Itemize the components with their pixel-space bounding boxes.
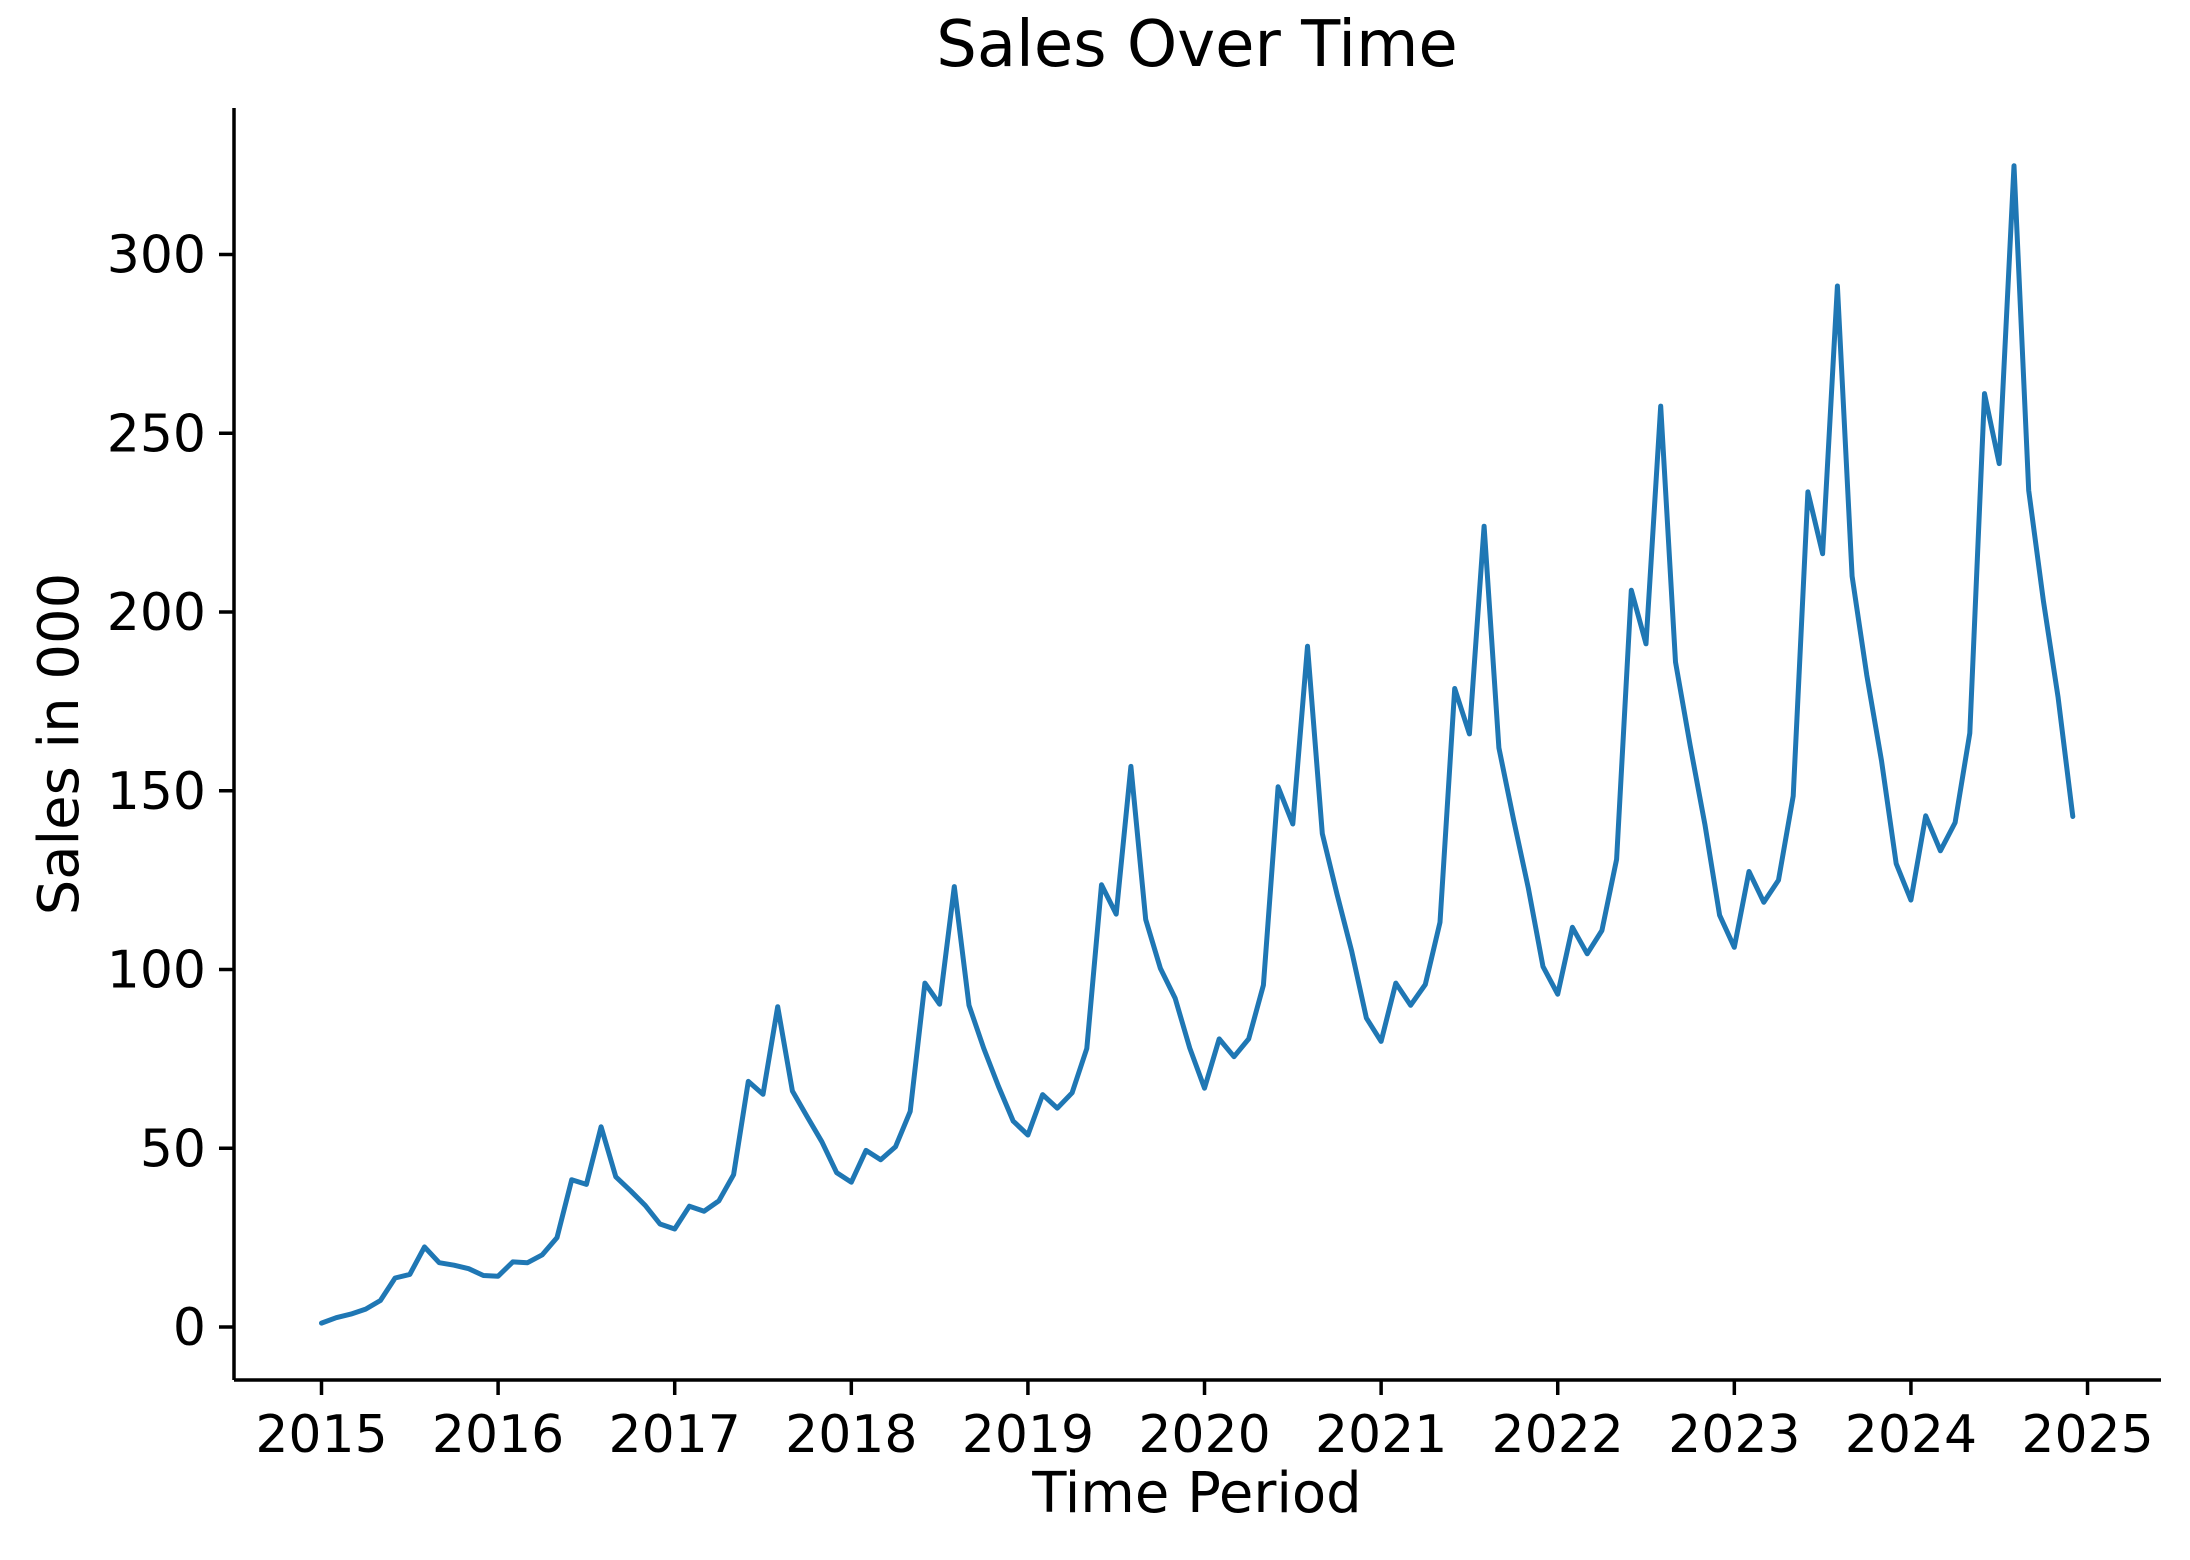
y-axis-label: Sales in 000 xyxy=(27,573,92,916)
sales-series-line xyxy=(319,163,2076,1326)
y-tick-label: 300 xyxy=(107,226,206,286)
x-axis: 2015 2016 2017 2018 2019 2020 2021 2022 2023 2024… xyxy=(234,1378,2161,1526)
x-tick-label: 2018 xyxy=(785,1405,917,1465)
chart-title: Sales Over Time xyxy=(936,8,1458,82)
y-tick-label: 200 xyxy=(107,583,206,643)
y-tick-label: 100 xyxy=(107,941,206,1001)
x-tick-label: 2017 xyxy=(609,1405,741,1465)
x-tick-label: 2020 xyxy=(1138,1405,1270,1465)
x-tick-label: 2022 xyxy=(1492,1405,1624,1465)
y-tick-label: 0 xyxy=(173,1298,206,1358)
x-tick-label: 2015 xyxy=(255,1405,387,1465)
x-tick-label: 2025 xyxy=(2021,1405,2153,1465)
y-tick-label: 50 xyxy=(140,1119,206,1179)
x-tick-label: 2019 xyxy=(962,1405,1094,1465)
x-tick-label: 2021 xyxy=(1315,1405,1447,1465)
x-tick-label: 2024 xyxy=(1845,1405,1977,1465)
y-axis: 0 50 100 150 200 250 300 Sales in 000 xyxy=(27,108,236,1380)
y-tick-label: 250 xyxy=(107,404,206,464)
x-tick-label: 2016 xyxy=(432,1405,564,1465)
x-axis-label: Time Period xyxy=(1031,1461,1361,1526)
y-tick-label: 150 xyxy=(107,762,206,822)
y-tick-group: 0 50 100 150 200 250 300 xyxy=(107,226,234,1358)
x-tick-label: 2023 xyxy=(1668,1405,1800,1465)
x-tick-group: 2015 2016 2017 2018 2019 2020 2021 2022 2023 2024… xyxy=(255,1380,2154,1465)
